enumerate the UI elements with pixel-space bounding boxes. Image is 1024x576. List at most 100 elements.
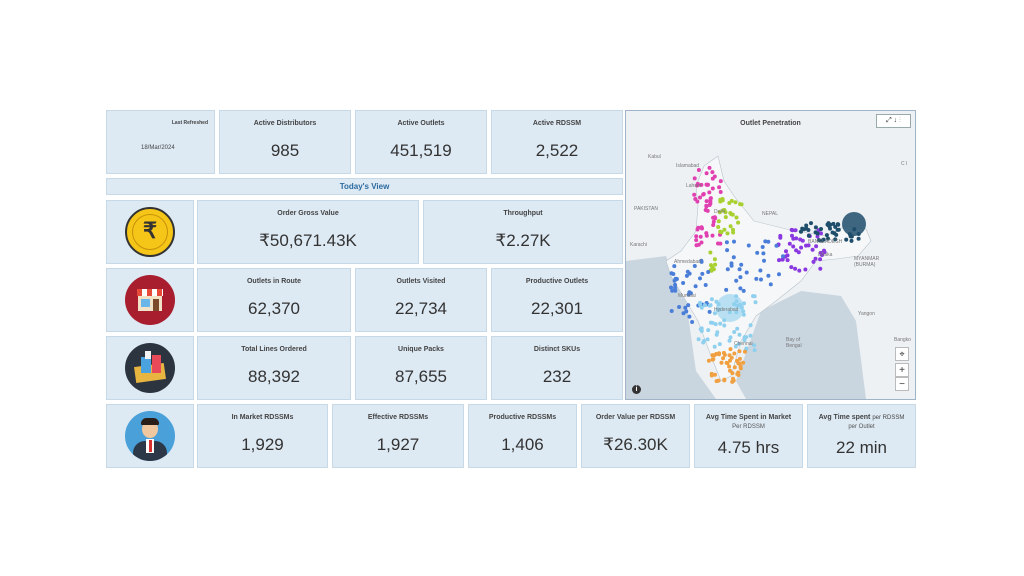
bay-area [736, 291, 866, 399]
outlet-dot [710, 233, 715, 238]
outlet-penetration-map[interactable]: Outlet Penetration ⤢ ↓ ⋮ Kabul Islamabad… [625, 110, 916, 400]
outlet-dot [738, 275, 743, 280]
outlet-dot [710, 265, 715, 270]
kpi-label-suffix: per RDSSM [872, 415, 905, 421]
outlet-dot [806, 233, 811, 238]
outlet-dot [763, 239, 768, 244]
outlet-dot [729, 263, 734, 268]
outlet-dot [706, 270, 711, 274]
outlet-dot [730, 212, 735, 217]
kpi-productive-outlets: Productive Outlets 22,301 [491, 268, 623, 332]
outlet-dot [706, 328, 711, 333]
outlet-dot [731, 378, 736, 383]
outlet-dot [797, 268, 802, 273]
outlet-dot [778, 235, 783, 240]
outlet-dot [686, 292, 691, 297]
outlet-dot [712, 353, 717, 358]
outlet-dot [822, 248, 826, 253]
outlet-dot [712, 174, 717, 179]
kpi-productive-rdssms: Productive RDSSMs 1,406 [468, 404, 577, 468]
outlet-dot [695, 227, 700, 232]
outlet-dot [704, 199, 709, 204]
outlet-dot [727, 201, 732, 205]
outlet-dot [669, 285, 673, 290]
map-info-icon[interactable]: i [632, 385, 641, 394]
map-locate-button[interactable]: ⌖ [895, 347, 909, 361]
map-zoom-out-button[interactable]: − [895, 377, 909, 391]
outlet-dot [730, 371, 735, 376]
outlet-dot [760, 245, 765, 249]
outlet-dot [719, 360, 724, 365]
outlet-dots [669, 165, 861, 384]
kpi-value: 985 [270, 141, 300, 160]
outlet-dot [684, 273, 689, 278]
kpi-value: 451,519 [390, 141, 452, 160]
store-icon-cell [106, 268, 194, 332]
outlet-dot [722, 323, 727, 328]
kpi-label: Active Distributors [253, 120, 317, 127]
outlet-dot [815, 234, 820, 239]
outlet-dot [699, 329, 704, 333]
outlet-dot [768, 282, 773, 287]
outlet-dot [693, 197, 698, 201]
outlet-dot [707, 309, 712, 314]
outlet-dot [711, 357, 716, 362]
outlet-dot [748, 333, 753, 338]
outlet-dot [791, 236, 796, 241]
outlet-dot [755, 250, 760, 255]
cluster-northeast [842, 212, 866, 236]
kpi-avg-time-in-market: Avg Time Spent in Market Per RDSSM 4.75 … [694, 404, 803, 468]
map-label-bangladesh: BANGLADESH [808, 239, 843, 245]
kpi-value: ₹2.27K [495, 231, 551, 250]
outlet-dot [692, 192, 697, 197]
outlet-dot [777, 258, 781, 263]
kpi-label: Outlets in Route [246, 278, 302, 285]
outlet-dot [793, 266, 798, 271]
outlet-dot [810, 247, 815, 252]
map-label-bay-of-bengal: Bay of Bengal [786, 337, 802, 349]
outlet-dot [834, 232, 839, 237]
map-label-pakistan: PAKISTAN [634, 206, 658, 212]
outlet-dot [800, 238, 805, 243]
map-label-bangkok: Bangko [894, 337, 911, 343]
rupee-icon-cell: ₹ [106, 200, 194, 264]
outlet-dot [762, 258, 766, 263]
outlet-dot [699, 182, 704, 187]
kpi-label: Productive RDSSMs [488, 414, 557, 421]
outlet-dot [737, 356, 742, 361]
map-toolbar[interactable]: ⤢ ↓ ⋮ [876, 114, 911, 128]
kpi-value: 88,392 [248, 367, 300, 386]
kpi-order-value-per-rdssm: Order Value per RDSSM ₹26.30K [581, 404, 690, 468]
map-label-ci: C I [901, 161, 908, 167]
outlet-dot [712, 344, 717, 349]
outlet-dot [703, 208, 708, 212]
outlet-dot [744, 335, 749, 340]
outlet-dot [725, 248, 730, 253]
outlet-dot [766, 239, 771, 244]
outlet-dot [673, 288, 678, 293]
outlet-dot [708, 250, 713, 255]
outlet-dot [707, 190, 712, 195]
outlet-dot [702, 338, 706, 343]
outlet-dot [732, 365, 737, 370]
outlet-dot [703, 283, 708, 287]
todays-view-banner: Today's View [106, 178, 623, 195]
map-canvas[interactable] [626, 111, 915, 399]
outlet-dot [708, 196, 713, 201]
outlet-dot [736, 220, 741, 225]
outlet-dot [670, 288, 675, 293]
outlet-dot [696, 337, 701, 342]
kpi-label: Unique Packs [398, 346, 444, 353]
outlet-dot [794, 236, 799, 241]
outlet-dot [780, 257, 785, 262]
kpi-value: ₹26.30K [603, 435, 668, 454]
outlet-dot [721, 208, 726, 213]
outlet-dot [694, 243, 699, 248]
kpi-label: Throughput [503, 210, 543, 217]
outlet-dot [732, 239, 736, 244]
outlet-dot [816, 238, 821, 243]
map-zoom-in-button[interactable]: + [895, 363, 909, 377]
outlet-dot [729, 355, 734, 360]
outlet-dot [704, 203, 709, 208]
outlet-dot [820, 253, 824, 257]
